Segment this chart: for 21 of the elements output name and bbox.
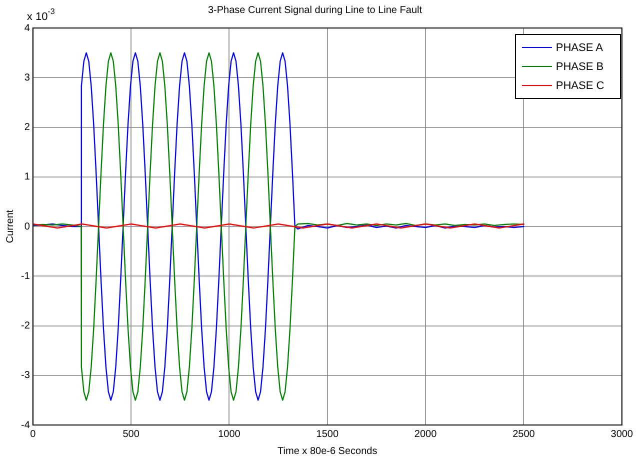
y-tick-label: 0	[24, 221, 30, 232]
y-tick-label: -1	[20, 270, 30, 282]
x-axis-title: Time x 80e-6 Seconds	[278, 446, 378, 457]
y-tick-label: 4	[24, 22, 30, 34]
y-tick-label: 3	[24, 72, 30, 84]
y-tick-label: -2	[20, 320, 30, 332]
x-tick-label: 3000	[610, 428, 634, 440]
chart-title: 3-Phase Current Signal during Line to Line Fault	[208, 4, 422, 16]
x-tick-label: 1000	[218, 428, 241, 440]
y-tick-label: 2	[24, 122, 30, 133]
x-tick-label: 2000	[414, 428, 438, 440]
x-tick-label: 2500	[512, 428, 536, 440]
y-tick-label: 1	[24, 172, 30, 183]
y-tick-label: -3	[20, 370, 30, 382]
y-tick-label: -4	[20, 420, 30, 431]
legend-label: PHASE B	[556, 60, 604, 72]
x-tick-label: 1500	[316, 428, 339, 440]
legend-label: PHASE C	[556, 80, 604, 92]
y-axis-title: Current	[4, 210, 16, 244]
legend-label: PHASE A	[556, 42, 603, 54]
x-tick-label: 500	[122, 428, 140, 440]
